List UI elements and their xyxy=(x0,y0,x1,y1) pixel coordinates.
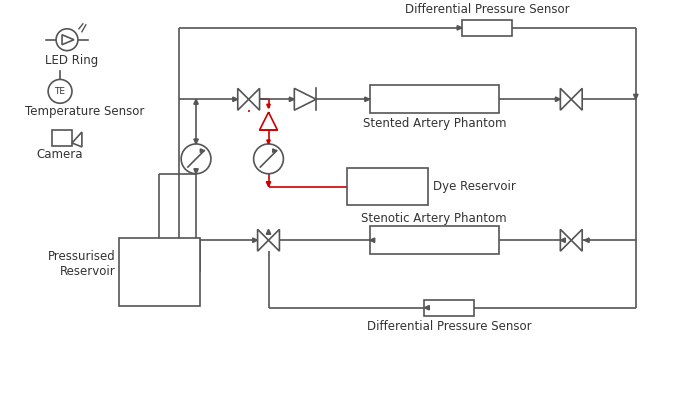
Text: Differential Pressure Sensor: Differential Pressure Sensor xyxy=(367,319,531,333)
Polygon shape xyxy=(194,139,198,144)
Text: Differential Pressure Sensor: Differential Pressure Sensor xyxy=(404,3,569,16)
Bar xyxy=(119,238,200,306)
Polygon shape xyxy=(248,88,260,110)
Bar xyxy=(370,226,499,254)
Text: Temperature Sensor: Temperature Sensor xyxy=(25,105,144,118)
Bar xyxy=(52,130,72,146)
Polygon shape xyxy=(560,238,566,243)
Polygon shape xyxy=(457,26,462,30)
Polygon shape xyxy=(252,238,258,243)
Circle shape xyxy=(254,144,284,174)
Polygon shape xyxy=(266,182,271,187)
Polygon shape xyxy=(260,112,277,130)
Text: Pressurised
Reservoir: Pressurised Reservoir xyxy=(48,250,115,278)
Text: Camera: Camera xyxy=(36,148,83,161)
Polygon shape xyxy=(571,229,583,251)
Circle shape xyxy=(181,144,211,174)
Polygon shape xyxy=(258,229,269,251)
Polygon shape xyxy=(294,88,316,110)
Polygon shape xyxy=(584,238,589,243)
Text: Dye Reservoir: Dye Reservoir xyxy=(433,180,516,193)
Text: Stented Artery Phantom: Stented Artery Phantom xyxy=(362,117,506,130)
Polygon shape xyxy=(560,88,571,110)
Polygon shape xyxy=(267,104,270,108)
Polygon shape xyxy=(269,229,279,251)
Polygon shape xyxy=(72,132,82,147)
Polygon shape xyxy=(560,229,571,251)
Polygon shape xyxy=(571,88,583,110)
Polygon shape xyxy=(556,97,560,101)
Polygon shape xyxy=(194,169,198,174)
Bar xyxy=(370,85,499,113)
Polygon shape xyxy=(194,99,198,104)
Text: TE: TE xyxy=(55,87,65,96)
Text: LED Ring: LED Ring xyxy=(45,54,99,67)
Polygon shape xyxy=(364,97,370,101)
Polygon shape xyxy=(425,306,429,310)
Bar xyxy=(462,20,512,36)
Polygon shape xyxy=(273,149,277,153)
Polygon shape xyxy=(200,149,205,153)
Bar xyxy=(347,168,429,206)
Polygon shape xyxy=(290,97,294,101)
Polygon shape xyxy=(233,97,238,101)
Circle shape xyxy=(48,79,72,103)
Polygon shape xyxy=(62,35,74,45)
Polygon shape xyxy=(238,88,248,110)
Polygon shape xyxy=(266,229,271,234)
Polygon shape xyxy=(267,140,270,144)
Text: Stenotic Artery Phantom: Stenotic Artery Phantom xyxy=(362,212,507,225)
Bar xyxy=(425,300,474,316)
Polygon shape xyxy=(634,94,638,99)
Polygon shape xyxy=(370,238,375,243)
Circle shape xyxy=(56,29,78,50)
